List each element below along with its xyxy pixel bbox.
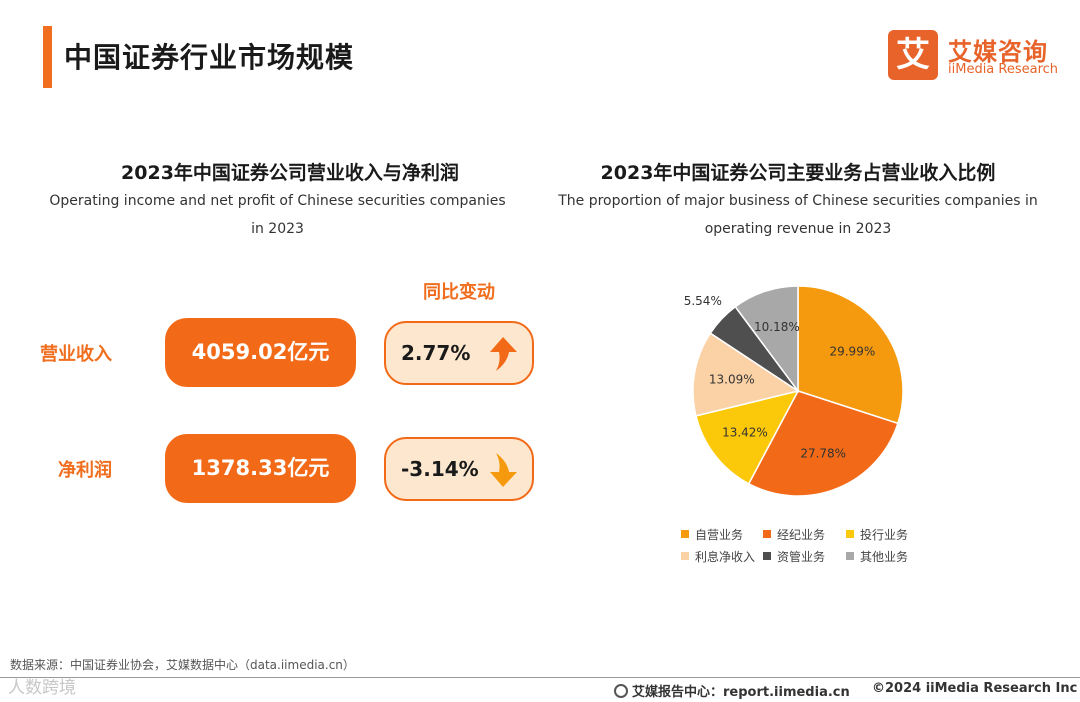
report-center-text: 艾媒报告中心：report.iimedia.cn — [632, 685, 850, 700]
legend-swatch — [681, 552, 689, 560]
footer-divider — [0, 677, 1080, 678]
net-profit-change-value: -3.14% — [401, 457, 479, 481]
logo-name-en: iiMedia Research — [948, 62, 1059, 77]
copyright: ©2024 iiMedia Research Inc — [872, 681, 1078, 696]
revenue-value: 4059.02亿元 — [165, 318, 356, 387]
pie-slice — [734, 285, 799, 394]
title-accent-bar — [43, 26, 52, 88]
left-subtitle-line1: Operating income and net profit of Chine… — [49, 193, 506, 209]
pie-slice — [797, 285, 904, 425]
pie-data-label: 13.42% — [722, 425, 768, 439]
pie-slice — [747, 390, 899, 497]
report-center-link[interactable]: 艾媒报告中心：report.iimedia.cn — [614, 681, 850, 700]
legend-item: 资管业务 — [763, 548, 825, 565]
legend-swatch — [681, 530, 689, 538]
legend-swatch — [846, 552, 854, 560]
right-panel-title: 2023年中国证券公司主要业务占营业收入比例 — [600, 162, 996, 184]
legend-item: 投行业务 — [846, 526, 908, 543]
pie-data-label: 10.18% — [754, 320, 800, 334]
legend-label: 利息净收入 — [695, 550, 756, 564]
pie-slice — [695, 389, 800, 485]
legend-swatch — [846, 530, 854, 538]
legend-label: 经纪业务 — [777, 528, 826, 542]
globe-icon — [614, 684, 628, 698]
logo-mark: 艾 — [888, 30, 938, 80]
legend-item: 自营业务 — [681, 526, 743, 543]
revenue-change-value: 2.77% — [401, 341, 471, 365]
pie-data-label: 27.78% — [800, 446, 846, 460]
business-share-pie-chart: 29.99% 27.78% 13.42% 13.09% 5.54% 10.18% — [684, 285, 904, 497]
logo-name-cn: 艾媒咨询 — [948, 38, 1048, 66]
page-title: 中国证券行业市场规模 — [64, 41, 355, 74]
iimedia-logo: 艾 艾媒咨询 iiMedia Research — [888, 30, 1066, 82]
arrow-down-icon — [490, 453, 517, 487]
pie-slice — [692, 332, 800, 417]
pie-data-label: 13.09% — [709, 373, 755, 387]
legend-swatch — [763, 552, 771, 560]
legend-item: 其他业务 — [846, 548, 908, 565]
net-profit-change-box: -3.14% — [384, 437, 534, 501]
legend-label: 自营业务 — [695, 528, 744, 542]
data-source-note: 数据来源：中国证券业协会，艾媒数据中心（data.iimedia.cn） — [10, 658, 355, 672]
revenue-label: 营业收入 — [40, 344, 112, 365]
legend-label: 投行业务 — [860, 528, 909, 542]
right-panel-subtitle: The proportion of major business of Chin… — [548, 187, 1048, 243]
revenue-change-box: 2.77% — [384, 321, 534, 385]
net-profit-label: 净利润 — [58, 460, 112, 481]
legend-label: 资管业务 — [777, 550, 826, 564]
legend-label: 其他业务 — [860, 550, 909, 564]
right-subtitle-line1: The proportion of major business of Chin… — [558, 193, 1038, 209]
legend-item: 经纪业务 — [763, 526, 825, 543]
right-subtitle-line2: operating revenue in 2023 — [704, 221, 892, 237]
pie-data-label: 29.99% — [829, 344, 875, 358]
left-subtitle-line2: in 2023 — [251, 221, 304, 237]
arrow-up-icon — [490, 337, 517, 371]
watermark: 人数跨境 — [8, 678, 76, 698]
left-panel-subtitle: Operating income and net profit of Chine… — [30, 187, 525, 243]
yoy-change-label: 同比变动 — [423, 282, 495, 303]
net-profit-value: 1378.33亿元 — [165, 434, 356, 503]
pie-data-label: 5.54% — [684, 294, 722, 308]
legend-item: 利息净收入 — [681, 548, 755, 565]
legend-swatch — [763, 530, 771, 538]
left-panel-title: 2023年中国证券公司营业收入与净利润 — [121, 162, 459, 184]
